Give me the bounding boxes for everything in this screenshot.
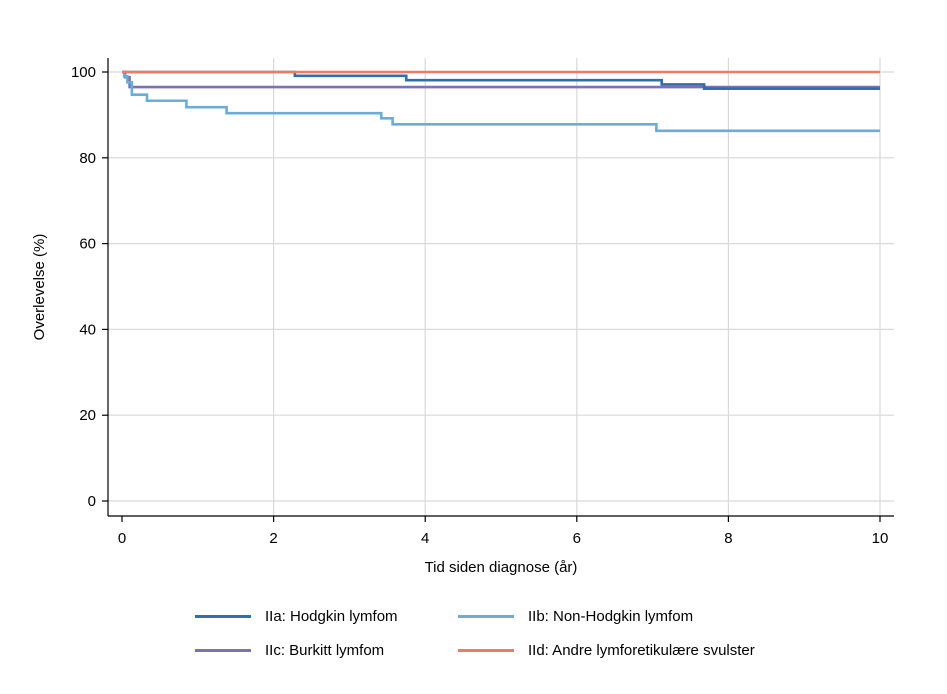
legend-item-iic: IIc: Burkitt lymfom [195, 642, 384, 659]
y-tick-label: 0 [88, 493, 96, 510]
legend-label-iib: IIb: Non-Hodgkin lymfom [528, 608, 694, 625]
series-line-2 [122, 70, 880, 133]
legend-label-iia: IIa: Hodgkin lymfom [265, 608, 398, 625]
y-tick-label: 60 [79, 236, 96, 253]
axes [102, 58, 894, 522]
x-tick-label: 4 [421, 530, 429, 547]
legend-swatch-iia [195, 615, 251, 618]
x-tick-label: 8 [724, 530, 732, 547]
legend-swatch-iib [458, 615, 514, 618]
survival-chart: 0 20 40 60 80 100 0 2 4 6 8 10 Tid siden diagnose (… [31, 58, 894, 576]
legend-item-iia: IIa: Hodgkin lymfom [195, 608, 398, 625]
legend-item-iid: IId: Andre lymforetikulære svulster [458, 642, 755, 659]
series-line-1 [122, 70, 880, 91]
tick-labels: 0 20 40 60 80 100 0 2 4 6 8 10 [71, 64, 888, 547]
x-axis-title: Tid siden diagnose (år) [425, 559, 578, 576]
legend-label-iid: IId: Andre lymforetikulære svulster [528, 642, 755, 659]
y-tick-label: 100 [71, 64, 96, 81]
legend-swatch-iic [195, 649, 251, 652]
y-tick-label: 20 [79, 407, 96, 424]
x-tick-label: 0 [118, 530, 126, 547]
y-tick-label: 40 [79, 321, 96, 338]
legend-swatch-iid [458, 649, 514, 652]
series-lines [122, 70, 880, 133]
x-tick-label: 2 [269, 530, 277, 547]
y-tick-label: 80 [79, 150, 96, 167]
grid-lines [108, 58, 894, 516]
legend-label-iic: IIc: Burkitt lymfom [265, 642, 385, 659]
y-axis-title: Overlevelse (%) [31, 234, 48, 341]
x-tick-label: 6 [573, 530, 581, 547]
x-tick-label: 10 [872, 530, 889, 547]
legend-item-iib: IIb: Non-Hodgkin lymfom [458, 608, 693, 625]
